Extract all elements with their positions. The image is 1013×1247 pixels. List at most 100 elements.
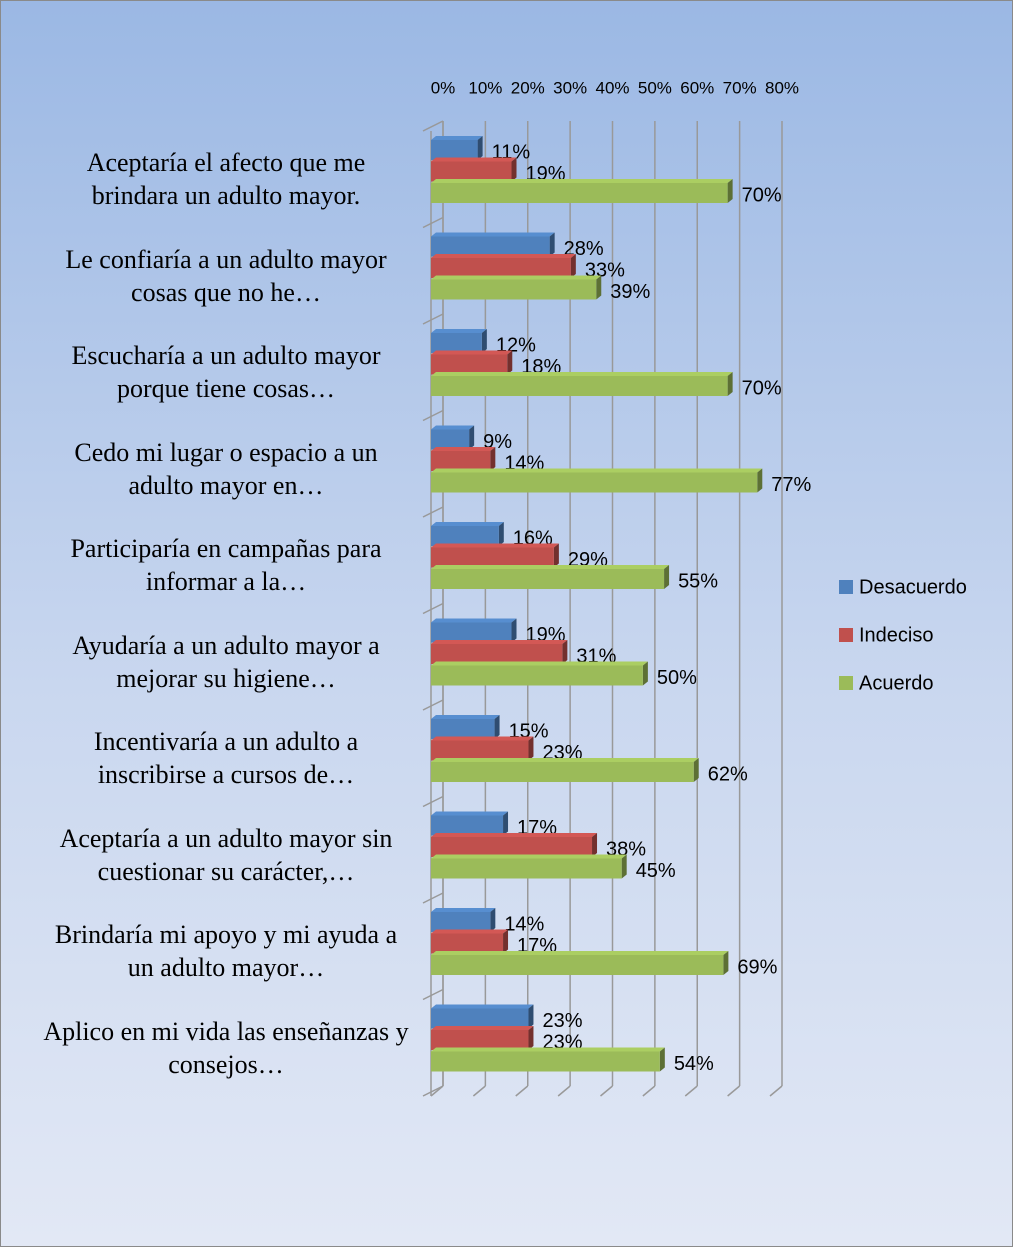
category-label: Cedo mi lugar o espacio a un adulto mayo…: [74, 437, 378, 500]
category-label: Le confiaría a un adulto mayor cosas que…: [65, 244, 387, 307]
data-label: 39%: [610, 281, 650, 303]
data-label: 55%: [678, 570, 718, 592]
bar-side: [553, 543, 559, 568]
bar: [431, 858, 622, 879]
bar: [431, 236, 550, 257]
bar-side: [511, 157, 517, 182]
bar-top: [431, 1026, 534, 1030]
data-label: 70%: [742, 377, 782, 399]
category-label: Aceptaría el afecto que me brindara un a…: [86, 148, 366, 211]
bar-side: [503, 929, 509, 954]
bar: [431, 526, 499, 546]
bar-top: [431, 372, 733, 376]
y-tick: [422, 1085, 444, 1097]
bar-side: [481, 329, 487, 353]
bar-side: [507, 350, 513, 375]
category-label: Aplico en mi vida las enseñanzas y conse…: [43, 1016, 409, 1079]
bar: [431, 955, 724, 975]
x-tick-label: 50%: [638, 78, 672, 97]
bar: [431, 547, 554, 568]
bar: [431, 161, 512, 182]
legend-label: Indeciso: [859, 624, 934, 646]
category-label: Escucharía a un adulto mayor porque tien…: [71, 341, 381, 404]
legend-swatch: [839, 628, 853, 642]
bar-side: [592, 833, 598, 857]
data-label: 54%: [674, 1053, 714, 1075]
grid-foot: [557, 1085, 571, 1097]
bar-side: [642, 661, 648, 686]
data-label: 70%: [742, 184, 782, 206]
bar: [431, 140, 478, 160]
category-label: Incentivaría a un adulto a inscribirse a…: [93, 727, 359, 790]
bar-top: [431, 522, 504, 526]
bar-top: [431, 1047, 665, 1052]
bar-top: [431, 758, 699, 762]
bar: [431, 258, 571, 278]
bar-side: [503, 811, 509, 836]
grid-foot: [600, 1085, 613, 1097]
grid-foot: [472, 1085, 486, 1097]
bar: [431, 354, 508, 375]
x-tick-label: 40%: [595, 78, 629, 97]
bar: [431, 665, 643, 686]
bar-top: [431, 951, 729, 955]
x-tick-label: 0%: [431, 78, 456, 97]
bar-top: [431, 715, 500, 719]
x-tick-label: 60%: [680, 78, 714, 97]
x-tick-label: 10%: [468, 78, 502, 97]
legend-label: Desacuerdo: [859, 576, 967, 598]
bar-side: [469, 425, 475, 450]
legend-swatch: [839, 676, 853, 690]
data-label: 23%: [542, 1010, 582, 1032]
y-tick: [422, 602, 444, 615]
bar-side: [490, 447, 496, 471]
category-label: Brindaría mi apoyo y mi ayuda a un adult…: [54, 920, 398, 983]
data-label: 45%: [636, 860, 676, 882]
y-tick: [422, 795, 444, 808]
bar: [431, 762, 694, 782]
bar-side: [621, 854, 627, 879]
bar: [431, 376, 728, 396]
bar-top: [431, 425, 475, 430]
bar: [431, 622, 512, 643]
legend-swatch: [839, 580, 853, 594]
bar-side: [498, 522, 504, 546]
grid-foot: [430, 1085, 444, 1097]
bar: [431, 644, 563, 664]
bar-side: [570, 254, 576, 278]
category-label: Ayudaría a un adulto mayor a mejorar su …: [72, 630, 380, 693]
bar-top: [431, 661, 648, 666]
y-tick: [422, 216, 444, 229]
bar-side: [757, 468, 763, 493]
y-tick: [422, 892, 444, 904]
y-tick: [422, 699, 444, 711]
bar-side: [596, 275, 602, 300]
bar: [431, 279, 597, 300]
x-tick-label: 80%: [765, 78, 799, 97]
bar-top: [431, 811, 509, 816]
bar-top: [431, 254, 576, 258]
grid-foot: [684, 1085, 698, 1097]
bar-side: [477, 136, 483, 160]
x-tick-label: 30%: [553, 78, 587, 97]
bar-top: [431, 1004, 534, 1009]
bar-side: [562, 640, 568, 664]
x-tick-label: 20%: [511, 78, 545, 97]
bar-side: [723, 951, 729, 975]
bar-top: [431, 618, 517, 623]
bar-top: [431, 157, 517, 162]
bar: [431, 1051, 660, 1072]
bar-top: [431, 908, 496, 912]
bar-side: [511, 618, 517, 643]
bar-top: [431, 275, 602, 280]
bar: [431, 569, 665, 589]
grid-foot: [727, 1085, 741, 1097]
data-label: 69%: [737, 956, 777, 978]
category-label: Aceptaría a un adulto mayor sin cuestion…: [59, 823, 393, 886]
bar: [431, 933, 504, 954]
bar-top: [431, 232, 555, 237]
bar-top: [431, 447, 496, 451]
data-label: 62%: [708, 763, 748, 785]
